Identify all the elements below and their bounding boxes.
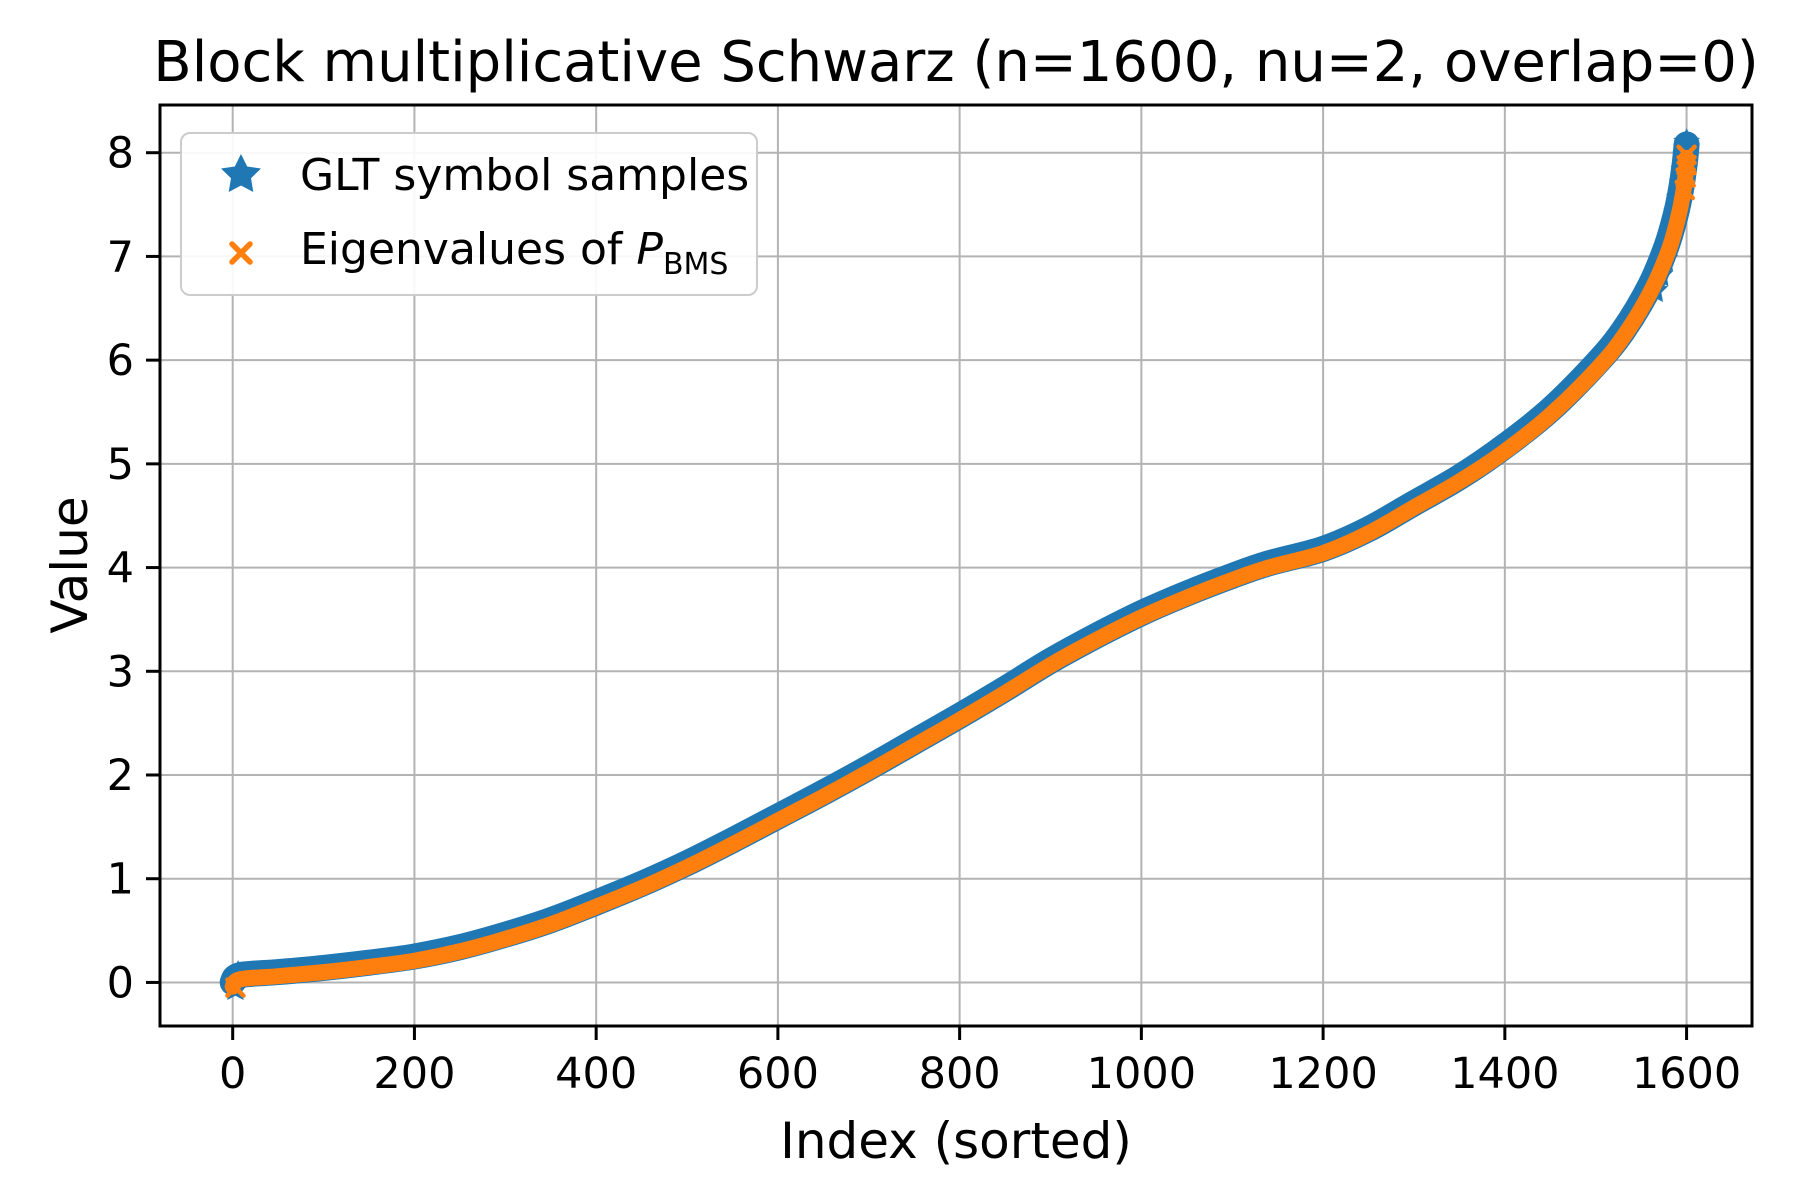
y-axis-label: Value: [41, 496, 99, 634]
y-tick-label: 1: [107, 855, 134, 905]
axes-spines: [158, 103, 1754, 1028]
legend-x-glyph: [229, 240, 253, 265]
y-tick-label: 2: [107, 751, 134, 801]
legend-label-eigenvalues-prefix: Eigenvalues of: [300, 223, 637, 275]
legend-item-glt-symbol-samples: GLT symbol samples: [182, 139, 756, 211]
ticks: 0 200 400 600 800 1000 1200 1400 1600 0 1 2 3 4 5 6 7 8: [107, 129, 1742, 1099]
y-tick-label: 7: [107, 232, 134, 282]
legend-label-eigenvalues-subscript: BMS: [662, 246, 729, 282]
x-marker: [1674, 179, 1696, 201]
y-tick-label: 8: [107, 129, 134, 179]
x-tick-label: 200: [373, 1049, 455, 1099]
y-tick-label: 4: [107, 544, 134, 594]
legend-label-eigenvalues-variable: P: [636, 223, 663, 275]
legend-label-glt-symbol-samples: GLT symbol samples: [300, 149, 750, 201]
x-tick-label: 1200: [1268, 1049, 1377, 1099]
chart-title: Block multiplicative Schwarz (n=1600, nu…: [153, 30, 1759, 95]
grid: [160, 105, 1752, 1026]
legend-item-eigenvalues: Eigenvalues of PBMS: [182, 217, 756, 289]
x-marker: [225, 977, 246, 998]
x-tick-label: 600: [737, 1049, 819, 1099]
eigenvalues-band: [224, 149, 1695, 995]
x-tick-label: 800: [919, 1049, 1001, 1099]
x-axis-label: Index (sorted): [780, 1112, 1132, 1170]
y-tick-label: 5: [107, 440, 134, 490]
x-tick-label: 400: [555, 1049, 637, 1099]
legend-label-eigenvalues: Eigenvalues of PBMS: [300, 224, 728, 282]
legend: GLT symbol samples Eigenvalues of PBMS: [180, 132, 758, 296]
y-tick-label: 6: [107, 336, 134, 386]
x-tick-label: 0: [219, 1049, 246, 1099]
x-tick-label: 1400: [1450, 1049, 1559, 1099]
x-tick-label: 1000: [1087, 1049, 1196, 1099]
y-tick-label: 3: [107, 647, 134, 697]
x-tick-label: 1600: [1632, 1049, 1741, 1099]
x-marker-icon: [182, 238, 300, 268]
series-eigenvalues: [224, 144, 1697, 998]
legend-star-glyph: [221, 154, 261, 193]
y-tick-label: 0: [107, 958, 134, 1008]
star-marker-icon: [182, 151, 300, 199]
